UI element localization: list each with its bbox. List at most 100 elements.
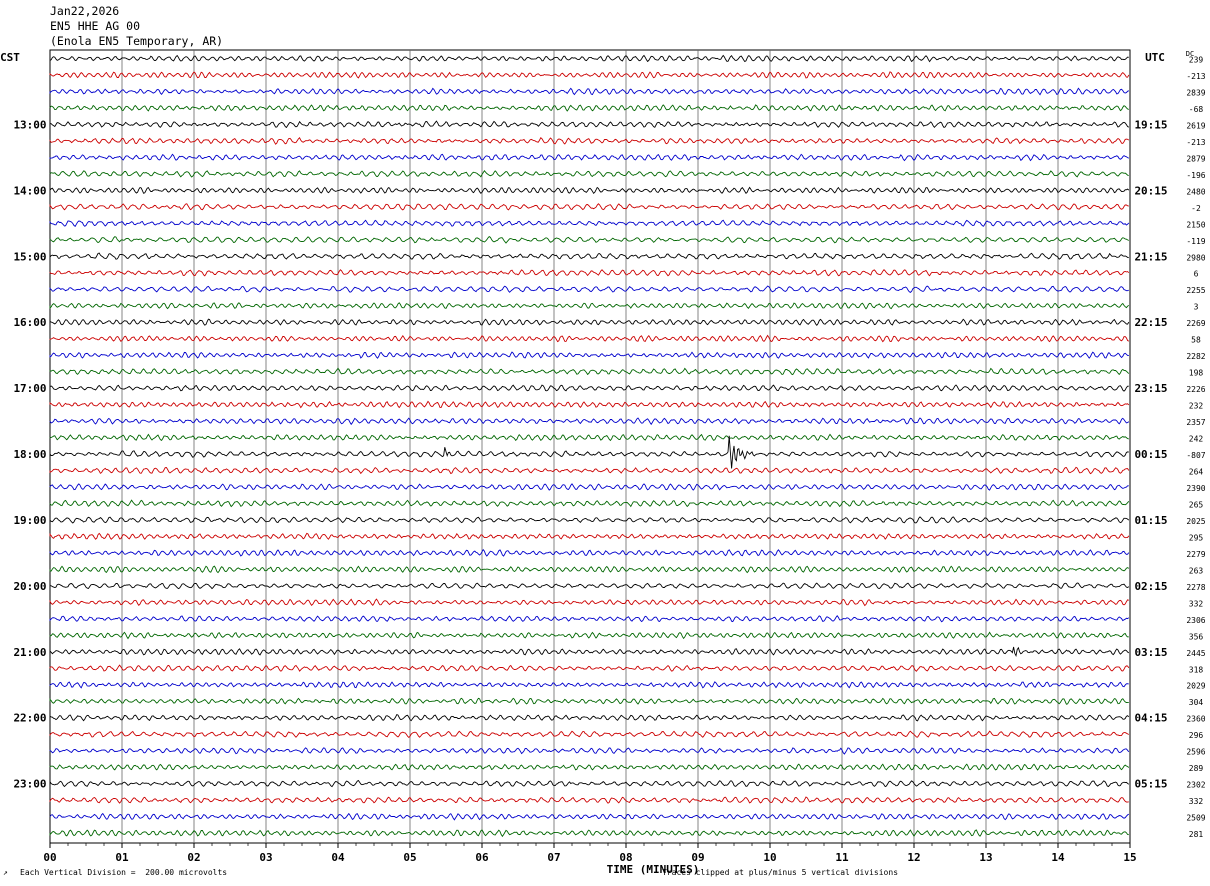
- dc-offset-label: 296: [1189, 731, 1204, 740]
- seismic-trace: [49, 565, 1130, 574]
- seismic-trace: [49, 400, 1130, 409]
- x-tick-label: 01: [115, 851, 129, 864]
- plot-grid: [49, 49, 1131, 848]
- dc-offset-label: 2150: [1186, 220, 1205, 229]
- seismic-trace: [49, 829, 1129, 838]
- plot-frame: [49, 49, 1131, 844]
- x-tick-label: 09: [691, 851, 704, 864]
- axis-labels: 00 01 02 03 04 05 06 07 08 09 10 11 12 13 14 15 239 -213 2…: [0, 50, 1206, 876]
- dc-offset-label: 304: [1189, 698, 1204, 707]
- right-hour-label: 05:15: [1134, 778, 1167, 791]
- dc-offset-label: 2269: [1186, 319, 1205, 328]
- dc-offset-label: 2279: [1186, 550, 1205, 559]
- seismic-trace: [49, 664, 1130, 672]
- left-hour-label: 19:00: [13, 514, 46, 527]
- seismic-trace: [49, 285, 1130, 293]
- dc-offset-label: 2278: [1186, 583, 1205, 592]
- seismic-trace: [49, 236, 1130, 244]
- date-label: Jan22,2026: [50, 4, 120, 18]
- seismic-trace: [49, 763, 1130, 771]
- left-hour-label: 22:00: [13, 712, 46, 725]
- seismic-trace: [49, 812, 1130, 821]
- seismic-trace: [49, 87, 1130, 96]
- seismic-trace: [49, 697, 1129, 705]
- right-timezone-label: UTC: [1145, 51, 1165, 64]
- seismic-traces: [49, 54, 1130, 838]
- x-tick-label: 03: [259, 851, 272, 864]
- scale-icon: ↗: [3, 868, 8, 877]
- dc-offset-label: 318: [1189, 665, 1204, 674]
- dc-offset-label: -807: [1186, 451, 1205, 460]
- dc-offset-label: -213: [1186, 138, 1205, 147]
- left-hour-label: 13:00: [13, 118, 46, 131]
- dc-offset-label: 2302: [1186, 781, 1205, 790]
- seismic-trace: [49, 219, 1130, 227]
- dc-offset-label: 2879: [1186, 154, 1205, 163]
- right-hour-label: 19:15: [1134, 118, 1167, 131]
- dc-offset-label: 2509: [1186, 814, 1205, 823]
- seismic-trace: [49, 466, 1130, 475]
- dc-offset-label: 332: [1189, 797, 1204, 806]
- seismic-trace: [49, 104, 1129, 112]
- dc-offset-label: 6: [1194, 270, 1199, 279]
- scale-note: Each Vertical Division = 200.00 microvol…: [20, 868, 228, 877]
- left-hour-label: 16:00: [13, 316, 46, 329]
- dc-offset-label: 2980: [1186, 253, 1205, 262]
- left-hour-label: 15:00: [13, 250, 46, 263]
- dc-offset-label: 356: [1189, 632, 1204, 641]
- dc-offset-label: -213: [1186, 72, 1205, 81]
- seismic-trace: [49, 54, 1129, 63]
- seismic-trace: [49, 170, 1129, 178]
- dc-offset-label: 2445: [1186, 649, 1205, 658]
- right-hour-label: 23:15: [1134, 382, 1167, 395]
- dc-offset-label: 2390: [1186, 484, 1205, 493]
- x-tick-label: 15: [1123, 851, 1136, 864]
- dc-offset-label: 332: [1189, 599, 1204, 608]
- channel-label: EN5 HHE AG 00: [50, 19, 141, 33]
- dc-offset-label: 281: [1189, 830, 1204, 839]
- dc-offset-label: -119: [1186, 237, 1205, 246]
- x-axis-title: TIME (MINUTES): [607, 863, 700, 876]
- right-hour-label: 02:15: [1134, 580, 1167, 593]
- dc-offset-label: 2255: [1186, 286, 1205, 295]
- dc-offset-label: 3: [1194, 303, 1199, 312]
- station-label: (Enola EN5 Temporary, AR): [50, 34, 224, 48]
- left-hour-label: 20:00: [13, 580, 46, 593]
- dc-offset-label: -196: [1186, 171, 1205, 180]
- dc-offset-label: 2029: [1186, 682, 1205, 691]
- dc-offset-label: 2226: [1186, 385, 1205, 394]
- left-timezone-label: CST: [0, 51, 20, 64]
- left-hour-label: 23:00: [13, 778, 46, 791]
- dc-offset-label: 2306: [1186, 616, 1205, 625]
- dc-offset-label: 289: [1189, 764, 1204, 773]
- dc-offset-label: 263: [1189, 566, 1204, 575]
- seismic-trace: [49, 318, 1130, 327]
- dc-offset-label: 2619: [1186, 121, 1205, 130]
- x-tick-label: 12: [907, 851, 920, 864]
- dc-offset-label: 2839: [1186, 88, 1205, 97]
- seismic-trace: [49, 615, 1130, 623]
- dc-offset-label: 265: [1189, 500, 1204, 509]
- right-hour-label: 03:15: [1134, 646, 1167, 659]
- dc-offset-label: -68: [1189, 105, 1204, 114]
- seismic-trace: [49, 631, 1129, 640]
- seismic-trace: [49, 120, 1130, 129]
- right-hour-label: 01:15: [1134, 514, 1167, 527]
- x-tick-label: 06: [475, 851, 489, 864]
- dc-offset-label: 295: [1189, 533, 1204, 542]
- seismic-trace: [49, 681, 1129, 689]
- seismic-trace: [49, 302, 1130, 310]
- left-hour-label: 17:00: [13, 382, 46, 395]
- seismic-trace: [49, 71, 1130, 79]
- dc-header-label: DC: [1186, 50, 1194, 58]
- seismic-trace: [49, 384, 1129, 392]
- x-tick-label: 00: [43, 851, 56, 864]
- seismic-trace: [49, 186, 1130, 195]
- seismic-trace: [49, 433, 1129, 442]
- x-tick-label: 11: [835, 851, 849, 864]
- seismic-trace: [49, 351, 1129, 359]
- seismic-trace: [49, 516, 1130, 524]
- x-tick-label: 04: [331, 851, 345, 864]
- x-tick-label: 07: [547, 851, 560, 864]
